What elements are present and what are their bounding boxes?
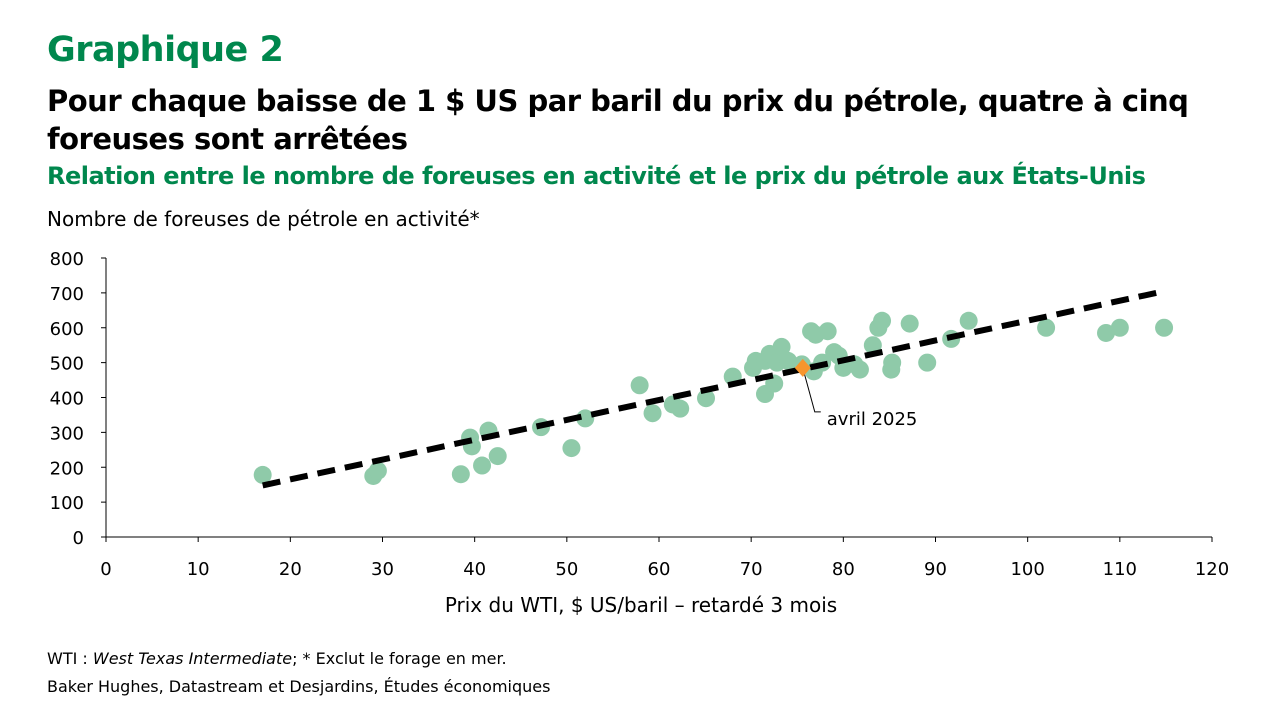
data-point [818, 322, 837, 341]
trend-line [262, 288, 1162, 489]
data-point [562, 439, 581, 458]
data-point [873, 311, 892, 330]
data-point [779, 351, 798, 370]
y-tick-label: 600 [50, 319, 84, 340]
x-tick-label: 120 [1195, 559, 1229, 580]
data-point [863, 336, 882, 355]
data-point [1037, 318, 1056, 337]
x-tick-label: 40 [463, 559, 486, 580]
highlight-point [794, 358, 811, 377]
note-prefix: WTI : [47, 649, 93, 668]
x-tick-label: 30 [371, 559, 394, 580]
source-line: Baker Hughes, Datastream et Desjardins, … [47, 677, 551, 696]
y-tick-label: 0 [73, 528, 84, 549]
data-point [473, 456, 492, 475]
data-point [1155, 318, 1174, 337]
data-point [772, 337, 791, 356]
data-point [671, 399, 690, 418]
x-tick-label: 90 [924, 559, 947, 580]
annotation-leader [802, 367, 821, 413]
highlight-label: avril 2025 [827, 409, 918, 430]
y-tick-label: 400 [50, 389, 84, 410]
x-tick-label: 0 [100, 559, 111, 580]
note-suffix: ; * Exclut le forage en mer. [292, 649, 507, 668]
data-point [959, 311, 978, 330]
data-point [488, 447, 507, 466]
x-tick-label: 80 [832, 559, 855, 580]
y-tick-label: 700 [50, 284, 84, 305]
data-point [630, 376, 649, 395]
data-point [643, 404, 662, 423]
chart-title: Pour chaque baisse de 1 $ US par baril d… [47, 84, 1189, 156]
x-axis-label: Prix du WTI, $ US/baril – retardé 3 mois [445, 593, 837, 617]
notes: WTI : West Texas Intermediate; * Exclut … [47, 645, 550, 701]
note-line: WTI : West Texas Intermediate; * Exclut … [47, 645, 550, 673]
data-point [451, 465, 470, 484]
data-point [883, 353, 902, 372]
data-point [850, 360, 869, 379]
y-tick-label: 500 [50, 354, 84, 375]
y-tick-label: 200 [50, 458, 84, 479]
x-tick-label: 100 [1010, 559, 1044, 580]
note-italic: West Texas Intermediate [92, 649, 293, 668]
x-tick-label: 60 [648, 559, 671, 580]
y-axis-label: Nombre de foreuses de pétrole en activit… [47, 207, 480, 231]
x-tick-label: 10 [187, 559, 210, 580]
data-point [368, 461, 387, 480]
x-tick-label: 20 [279, 559, 302, 580]
chart-subtitle: Relation entre le nombre de foreuses en … [47, 162, 1146, 190]
data-point [918, 353, 937, 372]
y-tick-label: 300 [50, 423, 84, 444]
x-tick-label: 110 [1103, 559, 1137, 580]
graph-number: Graphique 2 [47, 30, 284, 70]
x-tick-label: 50 [555, 559, 578, 580]
data-point [1110, 318, 1129, 337]
data-point [1097, 323, 1116, 342]
y-tick-label: 100 [50, 493, 84, 514]
data-point [900, 314, 919, 333]
y-tick-label: 800 [50, 249, 84, 270]
data-point [253, 465, 272, 484]
x-tick-label: 70 [740, 559, 763, 580]
